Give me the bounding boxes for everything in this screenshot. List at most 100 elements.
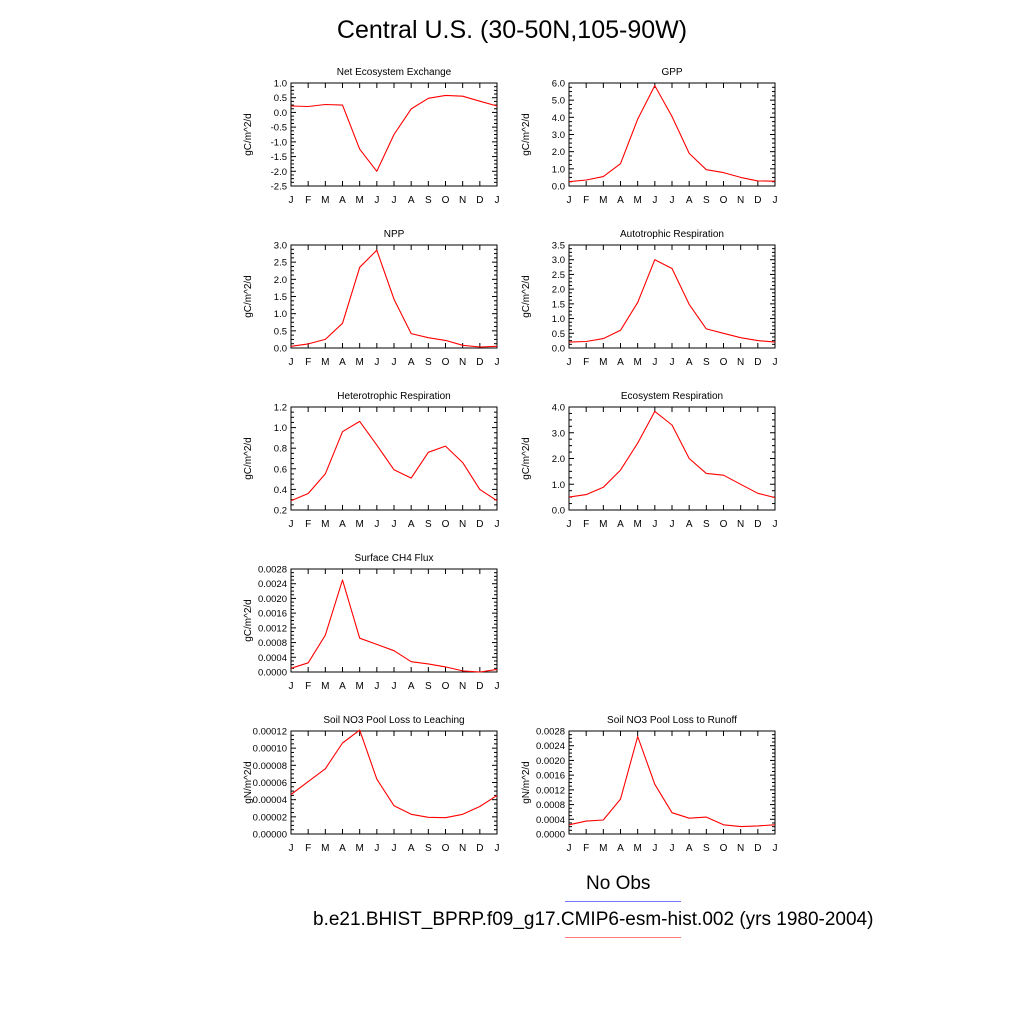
- x-tick-label: O: [442, 357, 450, 368]
- y-tick-label: 0.0016: [258, 609, 287, 620]
- x-tick-label: J: [392, 195, 397, 206]
- series-line: [568, 410, 776, 499]
- x-tick-label: M: [599, 519, 607, 530]
- x-tick-label: J: [670, 195, 675, 206]
- x-tick-label: O: [720, 195, 728, 206]
- series-line: [568, 85, 776, 183]
- y-tick-label: 2.0: [552, 454, 565, 465]
- y-axis-label: gC/m^2/d: [521, 275, 532, 318]
- x-tick-label: A: [686, 843, 693, 854]
- y-tick-label: 3.5: [552, 241, 565, 252]
- x-tick-label: J: [392, 519, 397, 530]
- series-line: [290, 579, 498, 673]
- y-tick-label: 2.0: [274, 275, 287, 286]
- y-tick-label: 0.0024: [536, 741, 565, 752]
- plot-frame: [290, 568, 498, 673]
- x-tick-label: A: [339, 843, 346, 854]
- y-axis-label: gN/m^2/d: [243, 761, 254, 804]
- y-tick-label: 1.0: [552, 164, 565, 175]
- x-tick-label: N: [737, 519, 744, 530]
- x-tick-label: F: [583, 357, 589, 368]
- y-tick-label: 1.5: [552, 299, 565, 310]
- x-tick-label: J: [652, 519, 657, 530]
- series-line: [290, 249, 498, 348]
- x-tick-label: A: [339, 357, 346, 368]
- x-tick-label: O: [720, 519, 728, 530]
- x-tick-label: S: [425, 681, 432, 692]
- x-tick-label: D: [476, 681, 483, 692]
- x-tick-label: J: [773, 519, 778, 530]
- chart-title: GPP: [661, 67, 682, 78]
- y-tick-label: -1.0: [271, 137, 287, 148]
- y-tick-label: 0.00010: [253, 744, 287, 755]
- x-tick-label: S: [703, 519, 710, 530]
- y-tick-label: 0.0: [552, 182, 565, 193]
- y-tick-label: 0.0: [274, 344, 287, 355]
- plot-frame: [290, 406, 498, 511]
- x-tick-label: J: [392, 843, 397, 854]
- x-tick-label: A: [408, 843, 415, 854]
- x-tick-label: J: [567, 519, 572, 530]
- y-tick-label: 2.5: [274, 258, 287, 269]
- x-tick-label: J: [670, 843, 675, 854]
- y-tick-label: 0.0004: [258, 653, 287, 664]
- x-tick-label: J: [289, 843, 294, 854]
- x-tick-label: O: [442, 843, 450, 854]
- y-tick-label: 4.0: [552, 113, 565, 124]
- series-line: [290, 420, 498, 502]
- x-tick-label: J: [773, 195, 778, 206]
- y-axis-label: gN/m^2/d: [521, 761, 532, 804]
- x-tick-label: D: [754, 195, 761, 206]
- x-tick-label: J: [289, 357, 294, 368]
- y-tick-label: 0.4: [274, 485, 287, 496]
- x-tick-label: M: [321, 519, 329, 530]
- x-tick-label: O: [720, 357, 728, 368]
- x-tick-label: F: [305, 681, 311, 692]
- chart-panel: Heterotrophic Respiration 1.2 1.0 0.8 0.6 0.4…: [243, 391, 500, 530]
- chart-panel: Autotrophic Respiration 3.5 3.0 2.5 2.0 1.5 1.…: [521, 229, 778, 368]
- x-tick-label: J: [567, 357, 572, 368]
- y-tick-label: 0.00012: [253, 727, 287, 738]
- y-tick-label: 4.0: [552, 403, 565, 414]
- chart-panel: Surface CH4 Flux 0.0028 0.0024 0.0020 0.0016…: [243, 553, 500, 692]
- x-tick-label: S: [425, 843, 432, 854]
- x-tick-label: S: [425, 519, 432, 530]
- x-tick-label: M: [355, 195, 363, 206]
- x-tick-label: A: [617, 195, 624, 206]
- y-tick-label: 0.8: [274, 444, 287, 455]
- x-tick-label: J: [495, 357, 500, 368]
- y-tick-label: 0.0012: [536, 785, 565, 796]
- y-tick-label: 0.0008: [536, 800, 565, 811]
- x-tick-label: J: [670, 519, 675, 530]
- x-tick-label: A: [408, 357, 415, 368]
- plot-frame: [568, 82, 776, 187]
- y-tick-label: 0.6: [274, 464, 287, 475]
- y-tick-label: 0.0016: [536, 771, 565, 782]
- x-tick-label: M: [633, 357, 641, 368]
- y-tick-label: 0.0028: [536, 727, 565, 738]
- y-axis-label: gC/m^2/d: [521, 113, 532, 156]
- x-tick-label: D: [754, 357, 761, 368]
- x-tick-label: F: [583, 195, 589, 206]
- x-tick-label: N: [737, 843, 744, 854]
- y-tick-label: -1.5: [271, 152, 287, 163]
- x-tick-label: D: [476, 519, 483, 530]
- x-tick-label: A: [617, 843, 624, 854]
- x-tick-label: O: [442, 681, 450, 692]
- plot-frame: [290, 244, 498, 349]
- x-tick-label: J: [652, 357, 657, 368]
- chart-title: Ecosystem Respiration: [621, 391, 723, 402]
- x-tick-label: N: [459, 195, 466, 206]
- series-line: [290, 94, 498, 172]
- x-tick-label: D: [476, 357, 483, 368]
- x-tick-label: O: [442, 195, 450, 206]
- x-tick-label: J: [374, 357, 379, 368]
- plot-frame: [568, 406, 776, 511]
- x-tick-label: F: [305, 357, 311, 368]
- legend-case-label: b.e21.BHIST_BPRP.f09_g17.CMIP6-esm-hist.…: [313, 909, 874, 930]
- x-tick-label: D: [754, 843, 761, 854]
- x-tick-label: M: [633, 519, 641, 530]
- y-tick-label: 1.5: [274, 292, 287, 303]
